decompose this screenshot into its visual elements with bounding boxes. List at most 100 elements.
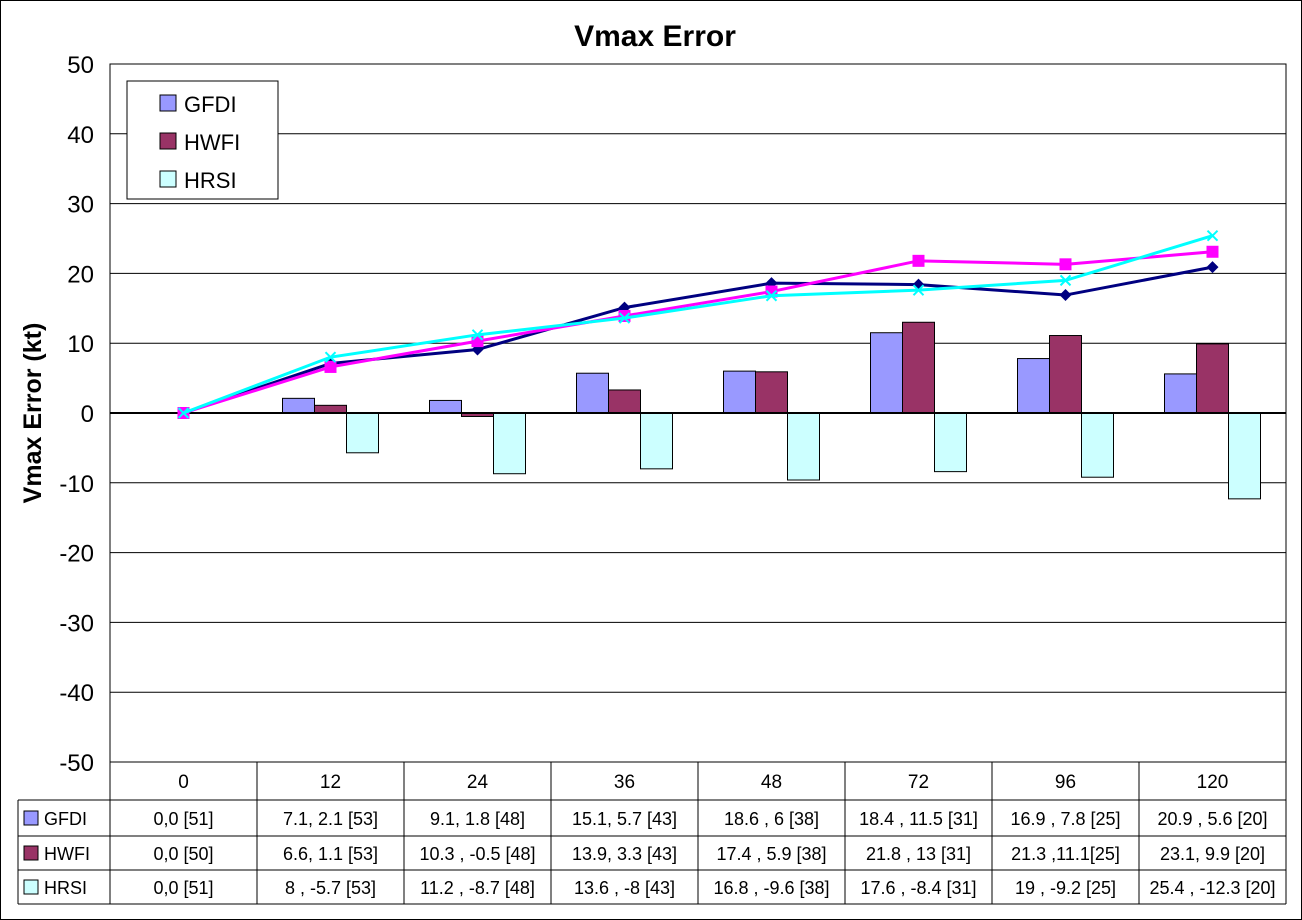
x-category-label: 72 (908, 772, 929, 793)
table-cell: 0,0 [51] (153, 878, 213, 898)
bar-hwfi (1196, 343, 1229, 414)
table-cell: 8 , -5.7 [53] (285, 878, 376, 898)
table-row-label: HWFI (44, 844, 90, 864)
legend-label-hwfi: HWFI (184, 130, 240, 155)
bar-hrsi (493, 412, 526, 475)
bar-gfdi (429, 399, 462, 414)
line-series (177, 230, 1219, 419)
bar-hrsi (1081, 412, 1114, 478)
bar-hwfi (755, 371, 788, 414)
line-point (1206, 230, 1219, 242)
bar-gfdi (1017, 358, 1050, 414)
bar-hwfi (902, 321, 935, 414)
table-cell: 13.6 , -8 [43] (574, 878, 675, 898)
table-swatch-gfdi (23, 810, 39, 826)
y-tick-label: 40 (67, 122, 94, 149)
y-tick-label: -40 (59, 680, 94, 707)
table-cell: 10.3 , -0.5 [48] (419, 844, 535, 864)
table-cell: 15.1, 5.7 [43] (572, 809, 677, 829)
table-cell: 6.6, 1.1 [53] (283, 844, 378, 864)
y-tick-label: 20 (67, 261, 94, 288)
table-cell: 11.2 , -8.7 [48] (420, 878, 535, 898)
legend-swatch-hrsi (159, 170, 177, 188)
y-tick-label: -50 (59, 750, 94, 777)
bar-hrsi (640, 412, 673, 470)
y-tick-label: -30 (59, 610, 94, 637)
table-cell: 16.8 , -9.6 [38] (713, 878, 829, 898)
bar-hrsi (346, 412, 379, 454)
line-point (324, 360, 337, 373)
table-cell: 7.1, 2.1 [53] (283, 809, 378, 829)
bar-hrsi (934, 412, 967, 473)
table-cell: 21.3 ,11.1[25] (1011, 844, 1120, 864)
bar-gfdi (1164, 373, 1197, 414)
table-cell: 20.9 , 5.6 [20] (1157, 809, 1267, 829)
y-axis-ticks: 50 40 30 20 10 0 -10 -20 -30 -40 -50 (59, 52, 94, 777)
legend: GFDI HWFI HRSI (126, 80, 279, 200)
line-series-2 (183, 250, 1213, 415)
bar-series (282, 321, 1261, 500)
table-swatch-hrsi (23, 879, 39, 895)
x-category-label: 120 (1197, 772, 1229, 793)
table-cell: 0,0 [50] (153, 844, 213, 864)
table-cell: 17.6 , -8.4 [31] (860, 878, 976, 898)
x-category-label: 12 (320, 772, 341, 793)
bar-gfdi (282, 397, 315, 414)
bar-gfdi (870, 332, 903, 414)
table-row-label: GFDI (44, 809, 87, 829)
line-point (618, 312, 631, 324)
line-point (1059, 258, 1072, 271)
table-cell: 18.4 , 11.5 [31] (859, 809, 978, 829)
bar-hwfi (1049, 335, 1082, 414)
legend-swatch-gfdi (159, 94, 177, 112)
y-tick-label: -20 (59, 541, 94, 568)
bar-hwfi (314, 404, 347, 414)
y-axis-label: Vmax Error (kt) (19, 323, 47, 504)
line-point (765, 290, 778, 302)
line-point (1206, 245, 1219, 258)
chart-title: Vmax Error (574, 20, 736, 53)
legend-swatch-hwfi (159, 132, 177, 150)
line-point (471, 329, 484, 341)
y-tick-label: 30 (67, 192, 94, 219)
table-cell: 23.1, 9.9 [20] (1160, 844, 1265, 864)
table-cell: 0,0 [51] (153, 809, 213, 829)
x-category-label: 48 (761, 772, 782, 793)
x-category-label: 24 (467, 772, 489, 793)
table-cell: 9.1, 1.8 [48] (430, 809, 525, 829)
y-tick-label: -10 (59, 471, 94, 498)
line-point (1059, 274, 1072, 287)
table-cell: 19 , -9.2 [25] (1015, 878, 1116, 898)
bar-gfdi (576, 372, 609, 414)
data-table: 0 12 24 36 48 72 96 120 GFDI 0,0 [51] 7.1, 2.1 [53… (17, 761, 1287, 905)
table-cell: 17.4 , 5.9 [38] (716, 844, 826, 864)
bar-gfdi (723, 370, 756, 414)
table-cell: 18.6 , 6 [38] (724, 809, 819, 829)
line-point (912, 254, 925, 267)
line-series-3 (182, 234, 1213, 415)
legend-label-hrsi: HRSI (184, 168, 237, 193)
table-row-label: HRSI (44, 878, 87, 898)
x-category-label: 36 (614, 772, 635, 793)
bar-hwfi (608, 389, 641, 414)
line-point (912, 284, 925, 296)
legend-box (126, 80, 279, 200)
line-point (1059, 289, 1072, 302)
table-cell: 13.9, 3.3 [43] (572, 844, 677, 864)
line-point (177, 407, 190, 419)
bar-hrsi (1228, 412, 1261, 500)
table-cell: 25.4 , -12.3 [20] (1149, 878, 1275, 898)
line-point (1206, 261, 1219, 274)
line-point (324, 351, 337, 363)
y-tick-label: 0 (81, 401, 94, 428)
table-swatch-hwfi (23, 845, 39, 861)
table-cell: 16.9 , 7.8 [25] (1010, 809, 1120, 829)
bar-hrsi (787, 412, 820, 481)
x-category-label: 0 (178, 772, 189, 793)
x-category-label: 96 (1055, 772, 1076, 793)
table-cell: 21.8 , 13 [31] (866, 844, 971, 864)
y-tick-label: 50 (67, 52, 94, 79)
legend-label-gfdi: GFDI (184, 92, 237, 117)
y-tick-label: 10 (67, 331, 94, 358)
